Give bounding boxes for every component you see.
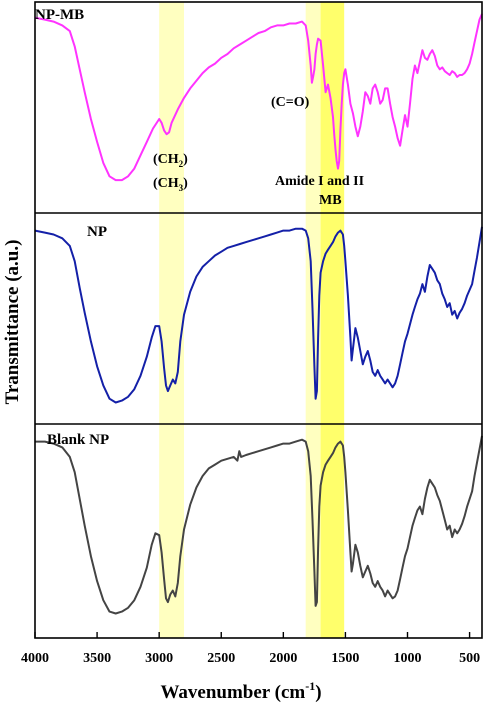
x-axis-title-tail: ) xyxy=(315,682,321,703)
y-axis-title: Transmittance (a.u.) xyxy=(2,240,23,405)
annotation-ch3: (CH3) xyxy=(153,176,188,193)
annotation-ch3-tail: ) xyxy=(183,176,188,191)
x-tick-label: 3500 xyxy=(83,651,111,666)
panel-frames xyxy=(34,1,483,639)
x-tick-label: 1000 xyxy=(394,651,422,666)
spectrum-lines xyxy=(34,13,483,615)
series-label-np-mb: NP-MB xyxy=(35,7,84,23)
annotation-amide: Amide I and II xyxy=(275,174,364,189)
x-tick-label: 1500 xyxy=(331,651,359,666)
x-axis: 4000 3500 3000 2500 2000 1500 1000 500 xyxy=(21,632,480,666)
annotation-carbonyl: (C=O) xyxy=(271,95,310,110)
x-axis-title-sup: -1 xyxy=(305,679,315,693)
series-line-np xyxy=(34,226,483,404)
x-tick-label: 4000 xyxy=(21,651,49,666)
highlight-band-ch xyxy=(159,2,184,638)
annotation-ch3-main: (CH xyxy=(153,176,179,191)
x-tick-labels: 4000 3500 3000 2500 2000 1500 1000 500 xyxy=(21,651,480,666)
annotation-mb: MB xyxy=(319,193,342,208)
annotation-ch2-main: (CH xyxy=(153,152,179,167)
x-tick-label: 2000 xyxy=(269,651,297,666)
annotation-ch2: (CH2) xyxy=(153,152,188,169)
series-label-np: NP xyxy=(87,224,107,240)
highlight-band-amide-mb xyxy=(320,2,345,638)
x-tick-label: 3000 xyxy=(145,651,173,666)
annotation-ch2-sub: 2 xyxy=(179,159,184,169)
annotation-ch2-tail: ) xyxy=(183,152,188,167)
x-axis-title-main: Wavenumber (cm xyxy=(160,682,305,703)
plot-frame xyxy=(34,1,483,639)
series-label-blank-np: Blank NP xyxy=(47,432,109,448)
annotation-ch3-sub: 3 xyxy=(179,183,184,193)
x-axis-title: Wavenumber (cm-1) xyxy=(160,679,321,703)
x-tick-label: 2500 xyxy=(207,651,235,666)
series-line-np-mb xyxy=(34,13,483,182)
x-tick-label: 500 xyxy=(459,651,480,666)
highlight-bands xyxy=(159,2,345,638)
x-ticks xyxy=(34,632,471,638)
series-line-blank-np xyxy=(35,435,483,615)
